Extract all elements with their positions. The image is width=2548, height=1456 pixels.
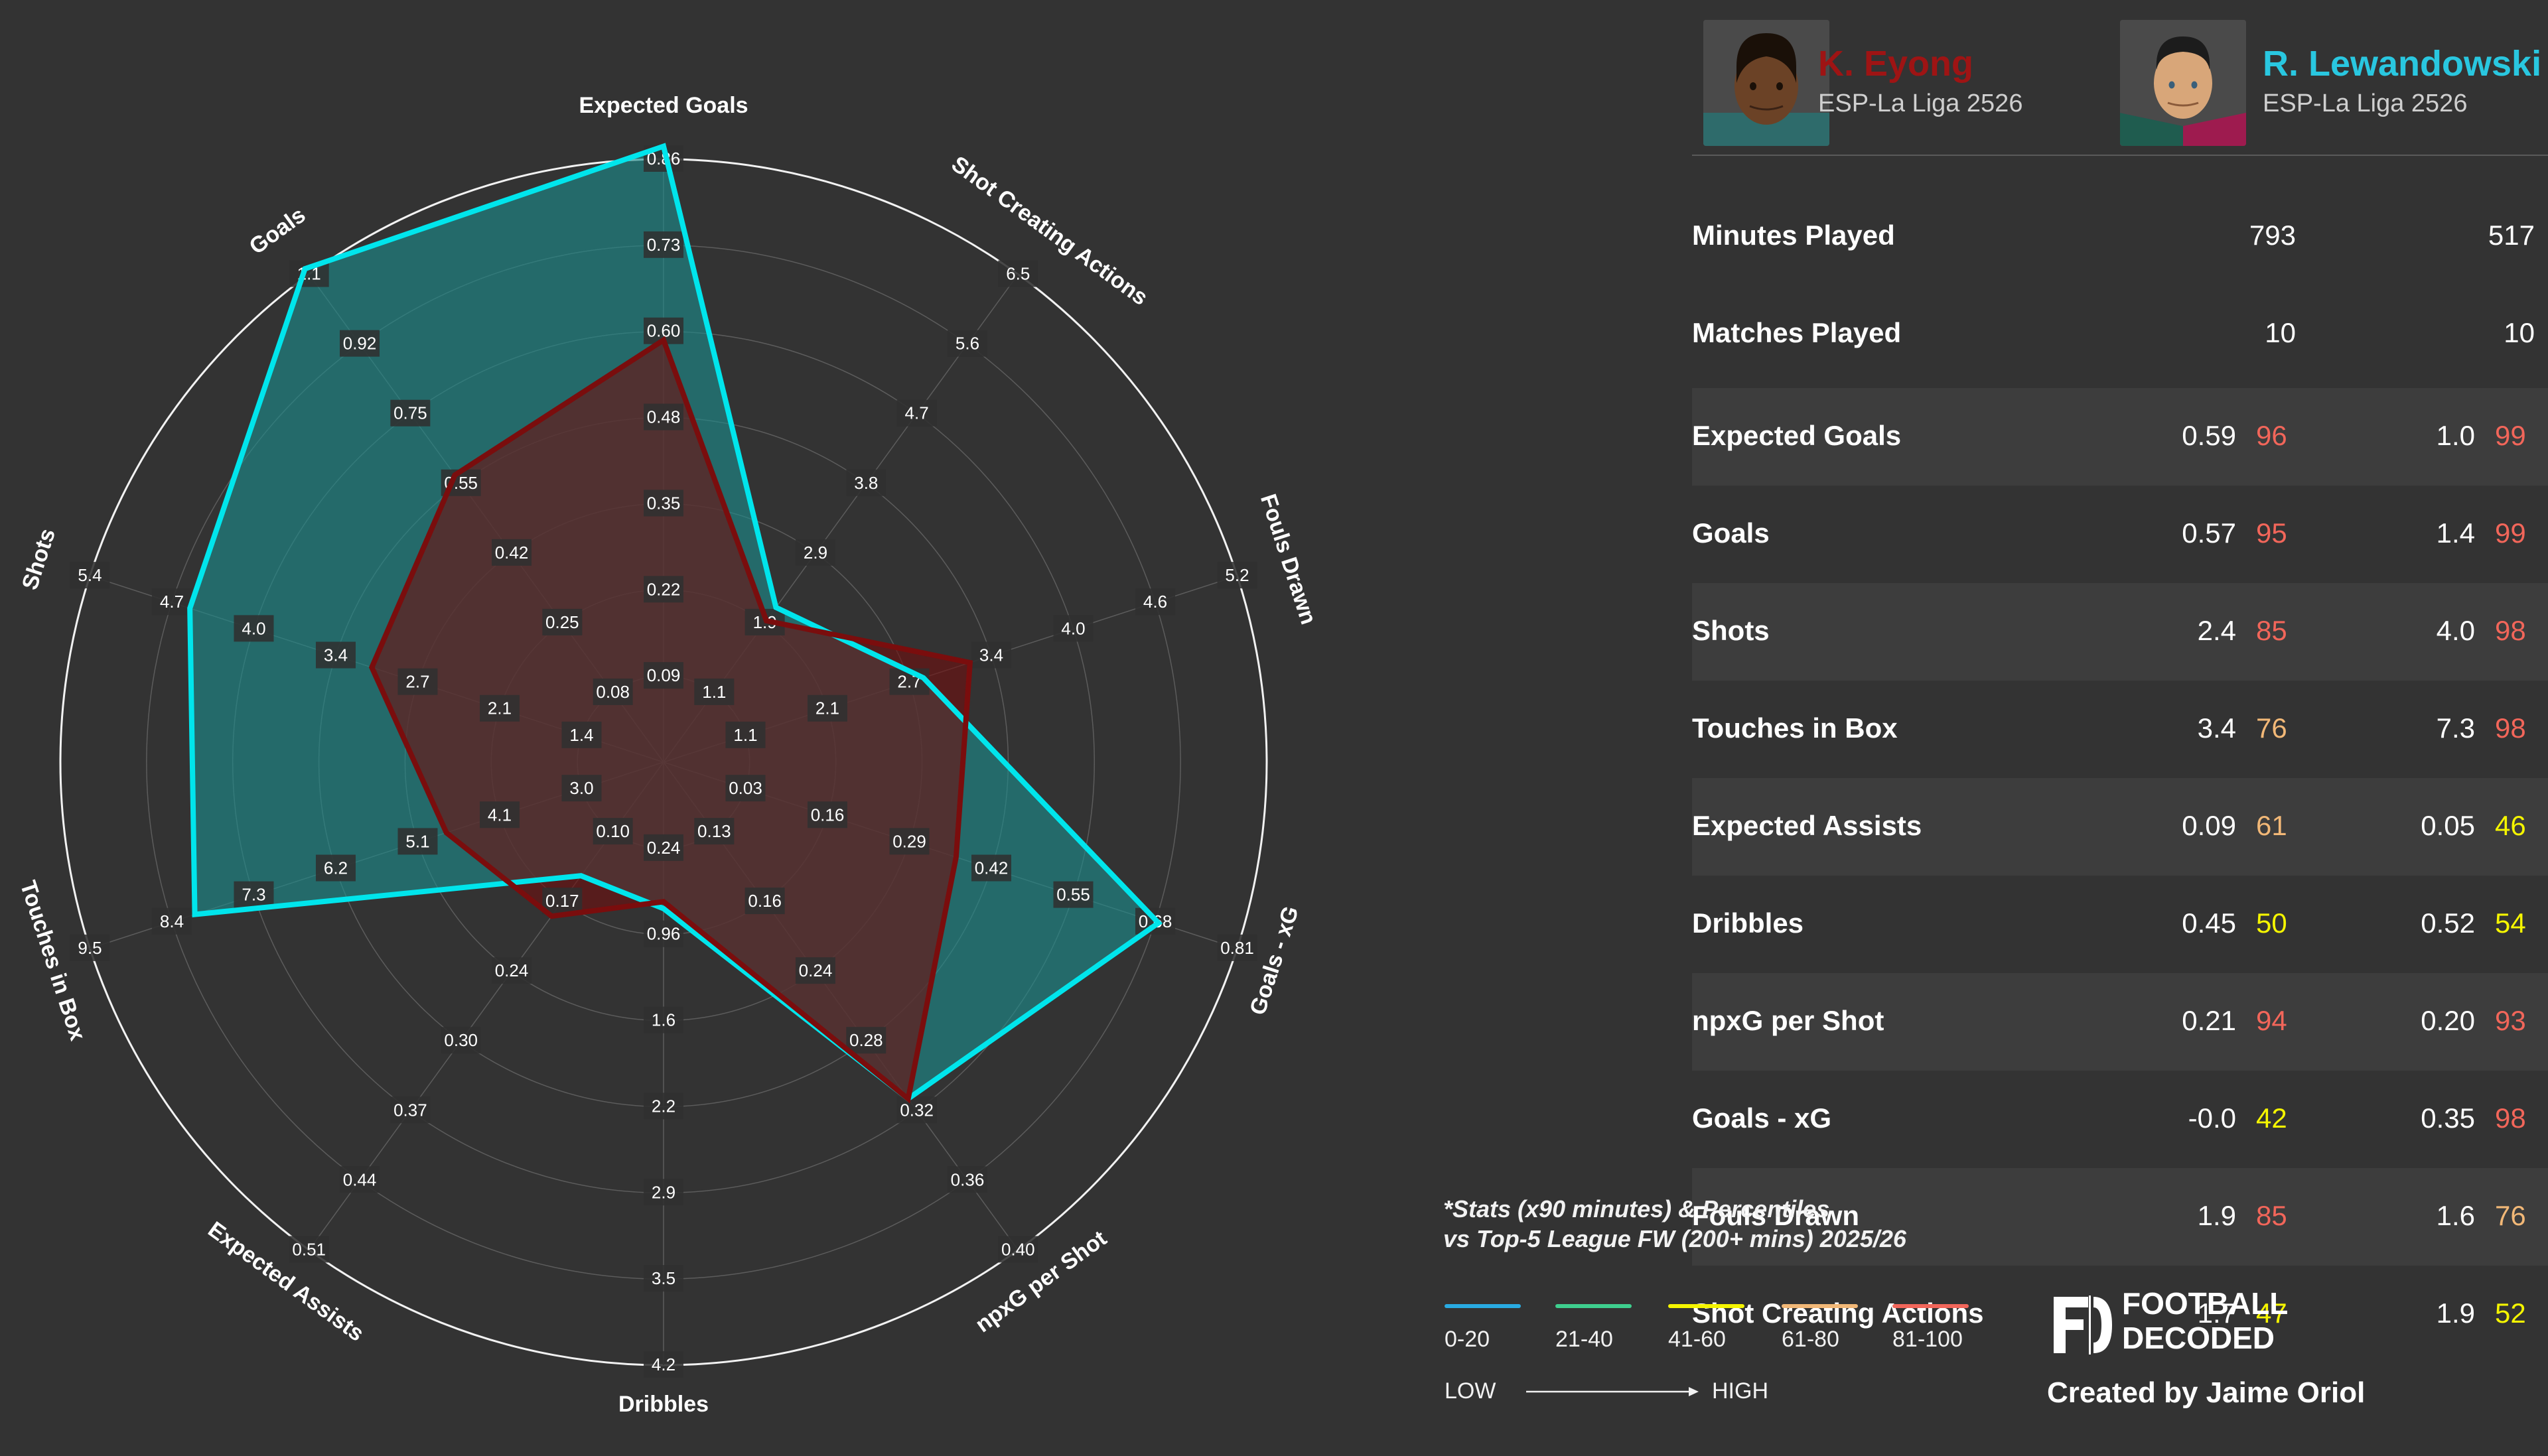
svg-text:0.09: 0.09 bbox=[647, 665, 681, 685]
svg-text:0.22: 0.22 bbox=[647, 579, 681, 599]
svg-text:0.35: 0.35 bbox=[647, 493, 681, 513]
svg-text:0.25: 0.25 bbox=[545, 612, 579, 632]
svg-text:0.24: 0.24 bbox=[799, 960, 833, 980]
svg-text:Expected Assists: Expected Assists bbox=[203, 1217, 368, 1347]
svg-text:5.6: 5.6 bbox=[956, 334, 979, 354]
svg-text:0.40: 0.40 bbox=[1001, 1239, 1035, 1259]
svg-text:5.1: 5.1 bbox=[405, 831, 429, 851]
svg-text:Dribbles: Dribbles bbox=[618, 1392, 709, 1417]
svg-text:0.92: 0.92 bbox=[343, 334, 377, 354]
svg-text:0.24: 0.24 bbox=[647, 838, 681, 858]
svg-text:1.4: 1.4 bbox=[569, 725, 593, 745]
svg-text:0.73: 0.73 bbox=[647, 235, 681, 255]
svg-text:2.1: 2.1 bbox=[488, 698, 512, 718]
svg-text:0.16: 0.16 bbox=[748, 891, 782, 911]
svg-text:3.0: 3.0 bbox=[569, 778, 593, 798]
svg-text:2.2: 2.2 bbox=[652, 1096, 675, 1116]
svg-text:Fouls Drawn: Fouls Drawn bbox=[1255, 491, 1321, 628]
svg-text:0.75: 0.75 bbox=[393, 403, 427, 423]
svg-text:2.7: 2.7 bbox=[405, 672, 429, 692]
svg-text:0.10: 0.10 bbox=[596, 821, 630, 841]
svg-text:1.1: 1.1 bbox=[733, 725, 757, 745]
svg-text:1.1: 1.1 bbox=[702, 682, 726, 702]
svg-text:4.0: 4.0 bbox=[242, 618, 265, 638]
svg-text:3.4: 3.4 bbox=[979, 645, 1003, 665]
svg-text:Shot Creating Actions: Shot Creating Actions bbox=[947, 151, 1153, 310]
svg-text:6.5: 6.5 bbox=[1006, 264, 1030, 284]
svg-text:0.51: 0.51 bbox=[292, 1239, 326, 1259]
svg-text:6.2: 6.2 bbox=[324, 858, 348, 878]
svg-text:0.81: 0.81 bbox=[1220, 938, 1254, 958]
svg-text:0.03: 0.03 bbox=[729, 778, 762, 798]
svg-text:9.5: 9.5 bbox=[78, 938, 102, 958]
svg-text:Expected Goals: Expected Goals bbox=[579, 93, 748, 118]
svg-text:4.7: 4.7 bbox=[905, 403, 929, 423]
svg-text:3.5: 3.5 bbox=[652, 1268, 675, 1288]
svg-text:0.42: 0.42 bbox=[975, 858, 1009, 878]
svg-text:4.1: 4.1 bbox=[488, 805, 512, 825]
svg-text:0.96: 0.96 bbox=[647, 924, 681, 944]
svg-text:7.3: 7.3 bbox=[242, 885, 265, 905]
svg-text:0.24: 0.24 bbox=[495, 960, 529, 980]
svg-text:0.48: 0.48 bbox=[647, 407, 681, 427]
svg-text:0.30: 0.30 bbox=[444, 1030, 478, 1050]
svg-text:2.9: 2.9 bbox=[652, 1182, 675, 1202]
svg-text:1.6: 1.6 bbox=[652, 1010, 675, 1030]
svg-text:0.36: 0.36 bbox=[951, 1169, 985, 1189]
svg-text:5.4: 5.4 bbox=[78, 565, 102, 585]
svg-text:2.1: 2.1 bbox=[815, 698, 839, 718]
svg-text:0.55: 0.55 bbox=[1056, 885, 1090, 905]
svg-text:Shots: Shots bbox=[17, 525, 60, 593]
svg-text:0.29: 0.29 bbox=[892, 831, 926, 851]
svg-text:3.4: 3.4 bbox=[324, 645, 348, 665]
svg-text:0.42: 0.42 bbox=[495, 543, 529, 563]
svg-text:0.44: 0.44 bbox=[343, 1169, 377, 1189]
svg-text:Goals: Goals bbox=[245, 202, 311, 259]
svg-text:0.13: 0.13 bbox=[697, 821, 731, 841]
svg-text:0.17: 0.17 bbox=[545, 891, 579, 911]
svg-text:0.28: 0.28 bbox=[849, 1030, 883, 1050]
svg-text:4.7: 4.7 bbox=[160, 592, 184, 612]
svg-text:5.2: 5.2 bbox=[1225, 565, 1249, 585]
svg-text:2.9: 2.9 bbox=[804, 543, 827, 563]
svg-text:8.4: 8.4 bbox=[160, 911, 184, 931]
svg-text:4.0: 4.0 bbox=[1061, 618, 1085, 638]
svg-text:4.2: 4.2 bbox=[652, 1355, 675, 1374]
svg-text:3.8: 3.8 bbox=[854, 473, 878, 493]
svg-text:npxG per Shot: npxG per Shot bbox=[971, 1226, 1111, 1337]
svg-text:0.32: 0.32 bbox=[900, 1100, 934, 1120]
svg-text:0.08: 0.08 bbox=[596, 682, 630, 702]
svg-text:0.16: 0.16 bbox=[811, 805, 845, 825]
svg-text:4.6: 4.6 bbox=[1143, 592, 1167, 612]
svg-text:0.37: 0.37 bbox=[393, 1100, 427, 1120]
